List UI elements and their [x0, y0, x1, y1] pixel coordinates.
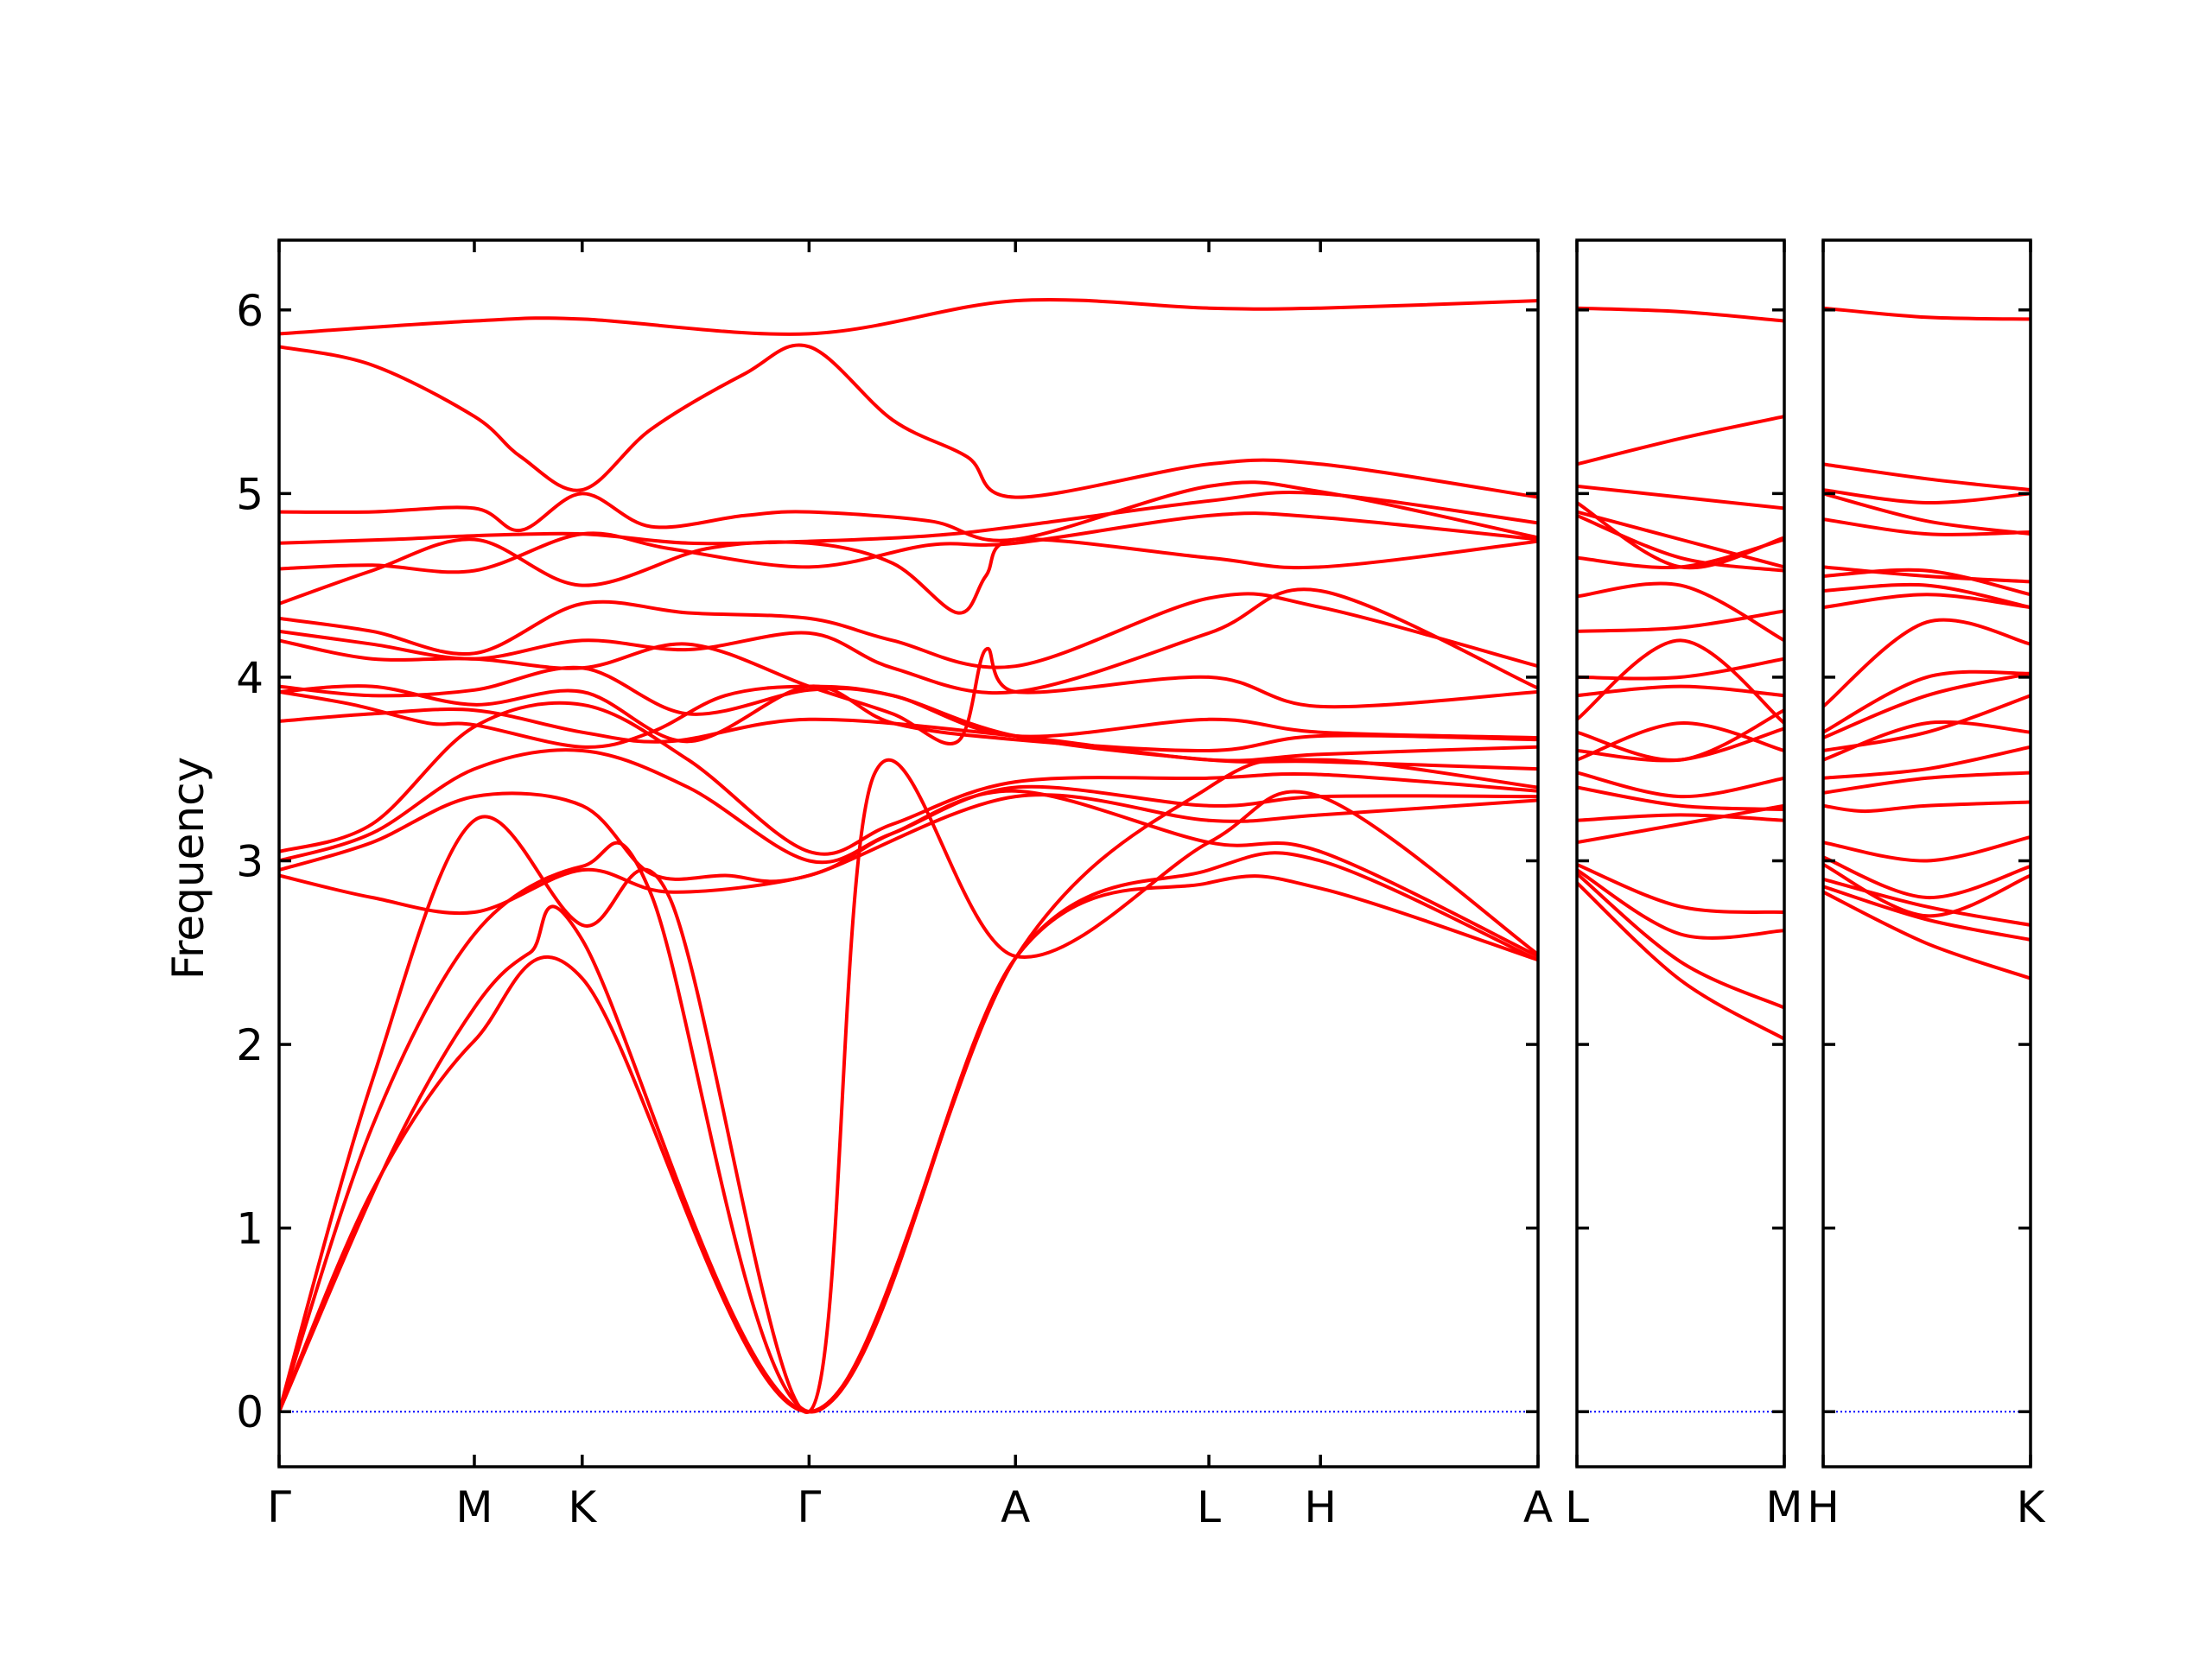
band-line [279, 701, 1538, 856]
band-line [1577, 510, 1784, 569]
band-line [279, 874, 1538, 1414]
band-line [279, 343, 1538, 499]
series-group [279, 297, 1538, 1414]
band-line [1577, 803, 1784, 845]
band-line [1577, 581, 1784, 643]
y-tick-label: 3 [236, 837, 264, 887]
plot-frame [1575, 238, 1786, 1469]
x-tick-label: A [1001, 1482, 1030, 1532]
x-tick-label: L [1565, 1482, 1589, 1532]
series-group [1823, 306, 2031, 980]
plot-frame [1821, 238, 2032, 1469]
band-line [1577, 513, 1784, 573]
band-line [1823, 855, 2031, 900]
x-tick-label: K [568, 1482, 597, 1532]
band-line [279, 684, 1538, 753]
band-line [1577, 537, 1784, 569]
band-line [279, 707, 1538, 763]
band-line [1577, 771, 1784, 799]
band-line [279, 491, 1538, 546]
x-tick-label: M [1765, 1482, 1802, 1532]
band-line [1823, 517, 2031, 536]
y-tick-label: 6 [236, 286, 264, 336]
band-line [1823, 885, 2031, 942]
band-line [279, 791, 1538, 884]
band-line [1823, 669, 2031, 734]
band-line [1823, 568, 2031, 597]
band-line [1823, 771, 2031, 795]
y-tick-label: 1 [236, 1204, 264, 1254]
band-line [1823, 671, 2031, 740]
band-line [1577, 306, 1784, 323]
y-axis-label: Frequency [163, 757, 213, 980]
band-line [1823, 694, 2031, 752]
band-line [1577, 708, 1784, 762]
band-line [1823, 890, 2031, 980]
band-line [1823, 306, 2031, 321]
band-line [279, 587, 1538, 695]
band-line [1823, 720, 2031, 762]
band-line [1823, 862, 2031, 918]
plot-frame [277, 238, 1540, 1469]
band-line [1823, 488, 2031, 505]
band-line [279, 592, 1538, 669]
y-axis-label-group: Frequency [163, 757, 213, 980]
x-tick-label: A [1523, 1482, 1553, 1532]
band-line [1577, 785, 1784, 811]
band-line [1577, 657, 1784, 681]
band-line [1823, 462, 2031, 492]
x-tick-label: K [2017, 1482, 2046, 1532]
band-line [1577, 415, 1784, 466]
x-tick-label: H [1807, 1482, 1840, 1532]
band-line [279, 758, 1538, 1414]
band-line [1823, 492, 2031, 536]
x-tick-label: M [455, 1482, 493, 1532]
band-line [1823, 593, 2031, 610]
band-line [279, 297, 1538, 336]
series-group [1577, 306, 1784, 1041]
band-line [1823, 834, 2031, 863]
x-tick-label: L [1197, 1482, 1221, 1532]
band-line [1577, 813, 1784, 822]
band-line [1577, 484, 1784, 511]
band-line [1577, 684, 1784, 698]
panel-1: 0 1 2 3 4 5 6 Γ M K Γ A L H A [236, 238, 1553, 1532]
x-tick-label: Γ [797, 1482, 821, 1532]
band-line [1577, 881, 1784, 1041]
y-tick-label: 4 [236, 653, 264, 703]
x-tick-label: Γ [267, 1482, 291, 1532]
band-line [1823, 565, 2031, 584]
band-line [1823, 618, 2031, 708]
band-line [1577, 726, 1784, 763]
band-line [1823, 877, 2031, 927]
band-line [279, 748, 1538, 865]
band-line [279, 851, 1538, 1414]
band-line [1823, 800, 2031, 814]
x-tick-label: H [1304, 1482, 1337, 1532]
band-line [279, 789, 1538, 958]
band-line [279, 758, 1538, 1414]
band-line [1577, 638, 1784, 726]
y-tick-label: 2 [236, 1020, 264, 1070]
band-line [1823, 582, 2031, 610]
band-line [279, 480, 1538, 542]
band-line [1577, 872, 1784, 1010]
band-line [1577, 609, 1784, 633]
band-line [279, 684, 1538, 771]
band-line [279, 537, 1538, 615]
band-line [1577, 868, 1784, 940]
band-line [1577, 721, 1784, 762]
y-tick-label: 0 [236, 1387, 264, 1437]
band-line [279, 511, 1538, 574]
band-line [1823, 745, 2031, 780]
y-tick-label: 5 [236, 469, 264, 519]
band-line [1577, 862, 1784, 914]
